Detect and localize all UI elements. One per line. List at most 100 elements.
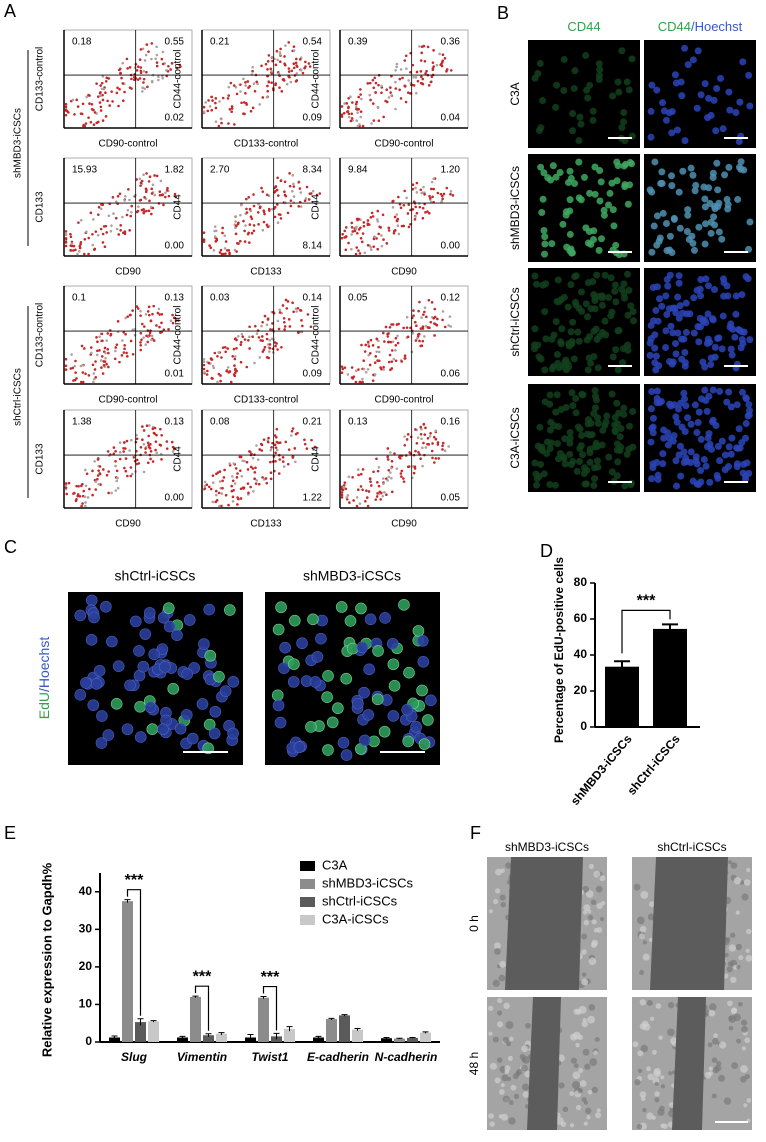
texture xyxy=(501,1114,508,1121)
event-dot xyxy=(251,232,254,235)
event-dot xyxy=(368,223,371,226)
cell xyxy=(536,424,543,431)
event-dot xyxy=(387,458,390,461)
event-dot xyxy=(277,194,280,197)
event-dot xyxy=(388,229,391,232)
event-dot xyxy=(77,485,80,488)
texture xyxy=(730,977,736,983)
event-dot xyxy=(266,324,269,327)
cell xyxy=(739,58,746,65)
cell xyxy=(716,228,723,235)
event-dot xyxy=(161,58,164,61)
event-dot xyxy=(390,477,393,480)
event-dot xyxy=(131,309,134,312)
texture xyxy=(585,1108,591,1114)
cell xyxy=(681,45,688,52)
texture xyxy=(731,1062,738,1069)
event-dot xyxy=(274,443,277,446)
cell xyxy=(669,329,676,336)
texture xyxy=(497,1057,502,1062)
event-dot xyxy=(119,458,122,461)
event-dot xyxy=(107,492,110,495)
cell xyxy=(654,212,661,219)
texture xyxy=(503,1003,510,1010)
cell xyxy=(596,72,603,79)
event-dot xyxy=(377,220,380,223)
y-tick-label: 60 xyxy=(574,611,588,625)
bar xyxy=(605,667,639,727)
event-dot xyxy=(69,249,72,252)
texture xyxy=(591,942,597,948)
event-dot xyxy=(219,480,222,483)
cell xyxy=(712,344,719,351)
event-dot xyxy=(139,341,142,344)
texture xyxy=(508,1117,515,1124)
cell xyxy=(683,300,690,307)
event-dot xyxy=(417,436,420,439)
event-dot xyxy=(97,483,100,486)
event-dot xyxy=(278,458,281,461)
event-dot xyxy=(350,112,353,115)
event-dot xyxy=(247,233,250,236)
cell xyxy=(652,307,659,314)
event-dot xyxy=(414,450,417,453)
event-dot xyxy=(121,354,124,357)
event-dot xyxy=(235,224,238,227)
event-dot xyxy=(225,494,228,497)
event-dot xyxy=(145,172,148,175)
nucleus xyxy=(209,728,220,739)
cell xyxy=(596,197,603,204)
wound-gap xyxy=(505,857,583,990)
event-dot xyxy=(122,450,125,453)
cell xyxy=(583,300,590,307)
event-dot xyxy=(279,53,282,56)
texture xyxy=(586,1115,590,1119)
event-dot xyxy=(98,206,101,209)
event-dot xyxy=(396,220,399,223)
event-dot xyxy=(422,207,425,210)
texture xyxy=(741,893,748,900)
cell xyxy=(738,439,745,446)
event-dot xyxy=(231,105,234,108)
event-dot xyxy=(90,346,93,349)
event-dot xyxy=(391,360,394,363)
event-dot xyxy=(101,355,104,358)
nucleus xyxy=(171,630,182,641)
x-tick-label: Twist1 xyxy=(252,1050,289,1064)
event-dot xyxy=(403,59,406,62)
cell xyxy=(574,329,581,336)
panel-label: A xyxy=(4,1,16,21)
cell xyxy=(584,336,591,343)
event-dot xyxy=(225,240,228,243)
event-dot xyxy=(206,110,209,113)
event-dot xyxy=(123,91,126,94)
quadrant-value: 8.34 xyxy=(303,165,323,176)
texture xyxy=(488,1113,494,1119)
event-dot xyxy=(150,450,153,453)
event-dot xyxy=(382,368,385,371)
event-dot xyxy=(389,451,392,454)
cell xyxy=(543,450,550,457)
event-dot xyxy=(91,103,94,106)
event-dot xyxy=(220,249,223,252)
event-dot xyxy=(369,246,372,249)
event-dot xyxy=(419,457,422,460)
texture xyxy=(744,1037,750,1043)
event-dot xyxy=(378,351,381,354)
cell xyxy=(697,478,704,485)
event-dot xyxy=(396,335,399,338)
event-dot xyxy=(117,233,120,236)
event-dot xyxy=(371,212,374,215)
nucleus xyxy=(403,736,414,747)
nucleus xyxy=(413,625,424,636)
cell xyxy=(698,436,705,443)
cell xyxy=(552,409,559,416)
x-tick-label: N-cadherin xyxy=(375,1050,438,1064)
event-dot xyxy=(285,195,288,198)
event-dot xyxy=(260,443,263,446)
event-dot xyxy=(450,190,453,193)
event-dot xyxy=(227,94,230,97)
event-dot xyxy=(349,95,352,98)
cell xyxy=(587,360,594,367)
event-dot xyxy=(260,325,263,328)
